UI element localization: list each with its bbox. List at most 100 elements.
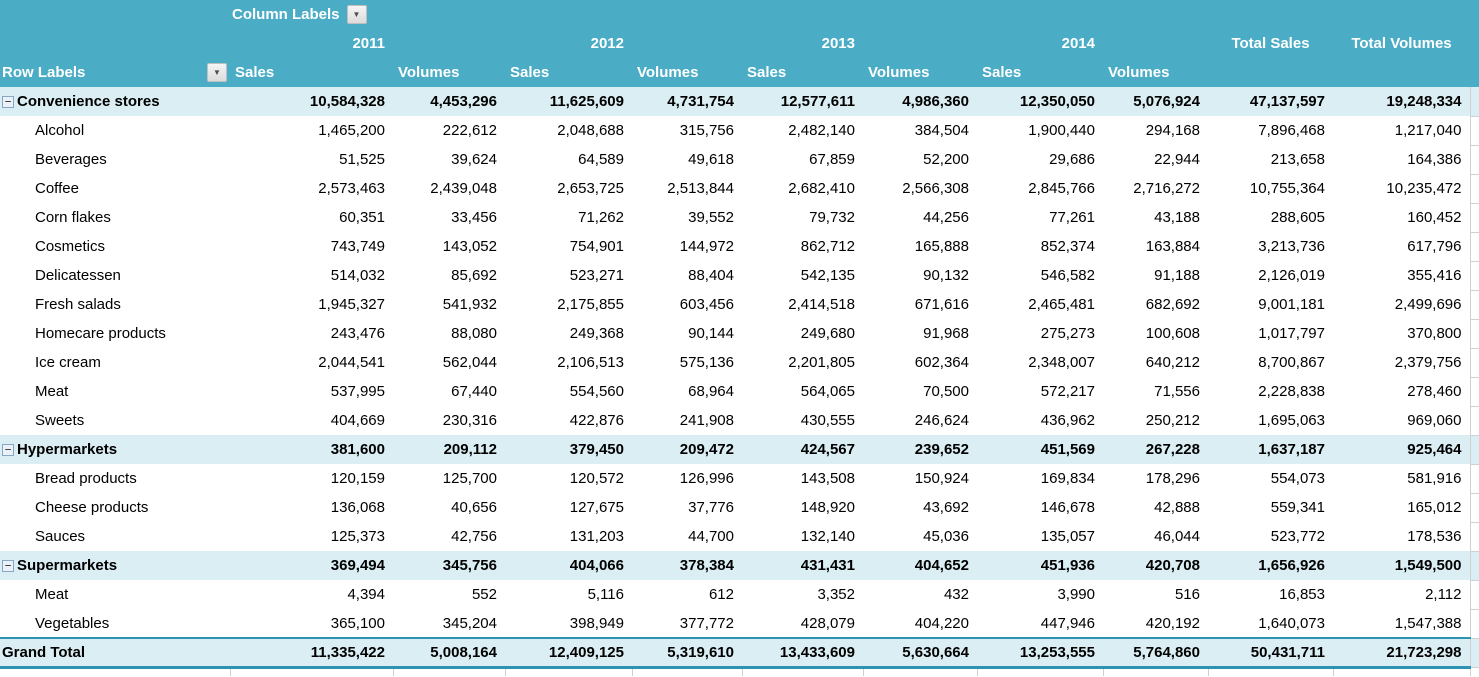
value-cell[interactable]: 88,404 xyxy=(632,261,742,290)
value-cell[interactable]: 120,159 xyxy=(230,464,393,493)
value-cell[interactable]: 640,212 xyxy=(1103,348,1208,377)
value-cell[interactable]: 77,261 xyxy=(977,203,1103,232)
value-cell[interactable]: 100,608 xyxy=(1103,319,1208,348)
volumes-header-2011[interactable]: Volumes xyxy=(393,58,505,87)
value-cell[interactable]: 2,044,541 xyxy=(230,348,393,377)
value-cell[interactable]: 11,625,609 xyxy=(505,87,632,116)
value-cell[interactable]: 552 xyxy=(393,580,505,609)
value-cell[interactable]: 209,472 xyxy=(632,435,742,464)
value-cell[interactable]: 91,968 xyxy=(863,319,977,348)
value-cell[interactable]: 131,203 xyxy=(505,522,632,551)
value-cell[interactable]: 2,845,766 xyxy=(977,174,1103,203)
value-cell[interactable]: 243,476 xyxy=(230,319,393,348)
value-cell[interactable]: 150,924 xyxy=(863,464,977,493)
value-cell[interactable]: 164,386 xyxy=(1333,145,1470,174)
value-cell[interactable]: 42,756 xyxy=(393,522,505,551)
value-cell[interactable]: 132,140 xyxy=(742,522,863,551)
value-cell[interactable]: 345,756 xyxy=(393,551,505,580)
value-cell[interactable]: 8,700,867 xyxy=(1208,348,1333,377)
value-cell[interactable]: 49,618 xyxy=(632,145,742,174)
value-cell[interactable]: 404,669 xyxy=(230,406,393,435)
value-cell[interactable]: 135,057 xyxy=(977,522,1103,551)
value-cell[interactable]: 71,262 xyxy=(505,203,632,232)
value-cell[interactable]: 42,888 xyxy=(1103,493,1208,522)
value-cell[interactable]: 16,853 xyxy=(1208,580,1333,609)
year-header-2012[interactable]: 2012 xyxy=(505,29,632,58)
collapse-toggle-icon[interactable]: − xyxy=(2,560,14,572)
value-cell[interactable]: 4,986,360 xyxy=(863,87,977,116)
value-cell[interactable]: 10,584,328 xyxy=(230,87,393,116)
row-label-cell[interactable]: Coffee xyxy=(0,174,230,203)
value-cell[interactable]: 365,100 xyxy=(230,609,393,638)
value-cell[interactable]: 2,106,513 xyxy=(505,348,632,377)
value-cell[interactable]: 22,944 xyxy=(1103,145,1208,174)
value-cell[interactable]: 404,220 xyxy=(863,609,977,638)
value-cell[interactable]: 294,168 xyxy=(1103,116,1208,145)
value-cell[interactable]: 178,536 xyxy=(1333,522,1470,551)
value-cell[interactable]: 209,112 xyxy=(393,435,505,464)
value-cell[interactable]: 754,901 xyxy=(505,232,632,261)
row-label-cell[interactable]: − Supermarkets xyxy=(0,551,230,580)
value-cell[interactable]: 230,316 xyxy=(393,406,505,435)
value-cell[interactable]: 45,036 xyxy=(863,522,977,551)
value-cell[interactable]: 862,712 xyxy=(742,232,863,261)
value-cell[interactable]: 144,972 xyxy=(632,232,742,261)
value-cell[interactable]: 11,335,422 xyxy=(230,637,393,669)
value-cell[interactable]: 67,440 xyxy=(393,377,505,406)
value-cell[interactable]: 21,723,298 xyxy=(1333,637,1470,669)
value-cell[interactable]: 125,700 xyxy=(393,464,505,493)
value-cell[interactable]: 2,379,756 xyxy=(1333,348,1470,377)
value-cell[interactable]: 148,920 xyxy=(742,493,863,522)
value-cell[interactable]: 355,416 xyxy=(1333,261,1470,290)
sales-header-2014[interactable]: Sales xyxy=(977,58,1103,87)
value-cell[interactable]: 43,188 xyxy=(1103,203,1208,232)
value-cell[interactable]: 436,962 xyxy=(977,406,1103,435)
value-cell[interactable]: 420,708 xyxy=(1103,551,1208,580)
value-cell[interactable]: 267,228 xyxy=(1103,435,1208,464)
value-cell[interactable]: 2,126,019 xyxy=(1208,261,1333,290)
value-cell[interactable]: 46,044 xyxy=(1103,522,1208,551)
value-cell[interactable]: 379,450 xyxy=(505,435,632,464)
value-cell[interactable]: 165,012 xyxy=(1333,493,1470,522)
value-cell[interactable]: 969,060 xyxy=(1333,406,1470,435)
value-cell[interactable]: 743,749 xyxy=(230,232,393,261)
value-cell[interactable]: 2,573,463 xyxy=(230,174,393,203)
year-header-2014[interactable]: 2014 xyxy=(977,29,1103,58)
value-cell[interactable]: 7,896,468 xyxy=(1208,116,1333,145)
value-cell[interactable]: 60,351 xyxy=(230,203,393,232)
row-label-cell[interactable]: Vegetables xyxy=(0,609,230,638)
value-cell[interactable]: 559,341 xyxy=(1208,493,1333,522)
value-cell[interactable]: 682,692 xyxy=(1103,290,1208,319)
row-label-cell[interactable]: Homecare products xyxy=(0,319,230,348)
value-cell[interactable]: 249,680 xyxy=(742,319,863,348)
value-cell[interactable]: 79,732 xyxy=(742,203,863,232)
value-cell[interactable]: 2,465,481 xyxy=(977,290,1103,319)
value-cell[interactable]: 29,686 xyxy=(977,145,1103,174)
value-cell[interactable]: 451,936 xyxy=(977,551,1103,580)
total-volumes-header[interactable]: Total Volumes xyxy=(1333,29,1470,58)
column-labels-filter-dropdown-icon[interactable]: ▼ xyxy=(346,5,367,24)
value-cell[interactable]: 19,248,334 xyxy=(1333,87,1470,116)
value-cell[interactable]: 43,692 xyxy=(863,493,977,522)
value-cell[interactable]: 2,175,855 xyxy=(505,290,632,319)
value-cell[interactable]: 13,433,609 xyxy=(742,637,863,669)
value-cell[interactable]: 2,653,725 xyxy=(505,174,632,203)
value-cell[interactable]: 422,876 xyxy=(505,406,632,435)
value-cell[interactable]: 575,136 xyxy=(632,348,742,377)
value-cell[interactable]: 1,945,327 xyxy=(230,290,393,319)
value-cell[interactable]: 852,374 xyxy=(977,232,1103,261)
value-cell[interactable]: 523,772 xyxy=(1208,522,1333,551)
value-cell[interactable]: 44,256 xyxy=(863,203,977,232)
volumes-header-2012[interactable]: Volumes xyxy=(632,58,742,87)
value-cell[interactable]: 603,456 xyxy=(632,290,742,319)
value-cell[interactable]: 564,065 xyxy=(742,377,863,406)
value-cell[interactable]: 404,066 xyxy=(505,551,632,580)
value-cell[interactable]: 39,552 xyxy=(632,203,742,232)
value-cell[interactable]: 250,212 xyxy=(1103,406,1208,435)
value-cell[interactable]: 451,569 xyxy=(977,435,1103,464)
value-cell[interactable]: 275,273 xyxy=(977,319,1103,348)
row-label-cell[interactable]: Alcohol xyxy=(0,116,230,145)
value-cell[interactable]: 5,076,924 xyxy=(1103,87,1208,116)
value-cell[interactable]: 47,137,597 xyxy=(1208,87,1333,116)
value-cell[interactable]: 404,652 xyxy=(863,551,977,580)
